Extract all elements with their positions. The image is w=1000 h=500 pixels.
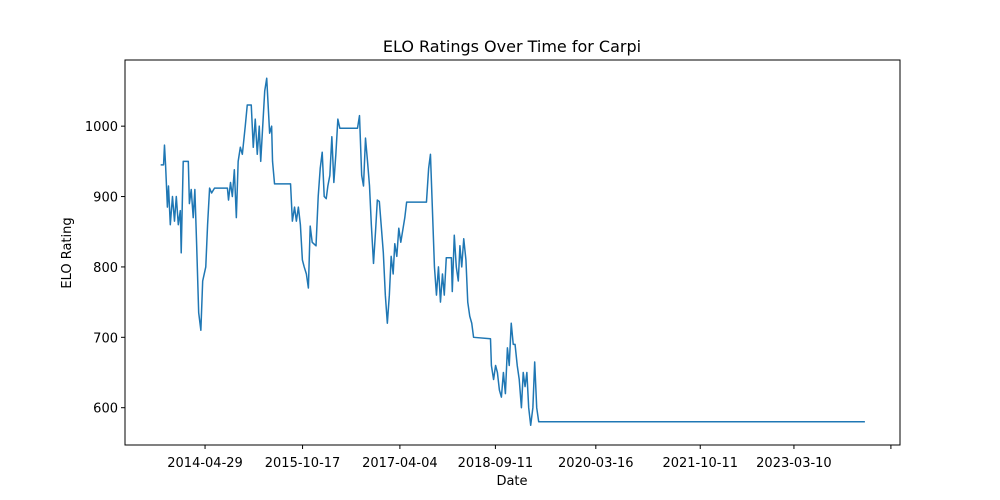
x-tick-label: 2014-04-29 [167,456,243,471]
y-tick-label: 800 [93,261,118,276]
y-tick-label: 600 [93,402,118,417]
x-tick-label: 2017-04-04 [362,456,438,471]
axes-frame [124,59,901,446]
x-tick-label: 2015-10-17 [265,456,341,471]
data-line [160,77,865,427]
y-tick-label: 1000 [85,120,118,135]
x-tick-label: 2023-03-10 [756,456,832,471]
y-tick-label: 700 [93,331,118,346]
plot-area: 600 700 800 900 1000 2014-04-29 2015-10-17 2017… [85,77,892,471]
y-axis-label: ELO Rating [60,217,75,288]
y-tick-label: 900 [93,191,118,206]
x-tick-label: 2020-03-16 [558,456,634,471]
x-tick-label: 2021-10-11 [662,456,738,471]
x-axis-label: Date [496,474,527,489]
x-tick-label: 2018-09-11 [458,456,534,471]
chart-title: ELO Ratings Over Time for Carpi [383,37,641,56]
